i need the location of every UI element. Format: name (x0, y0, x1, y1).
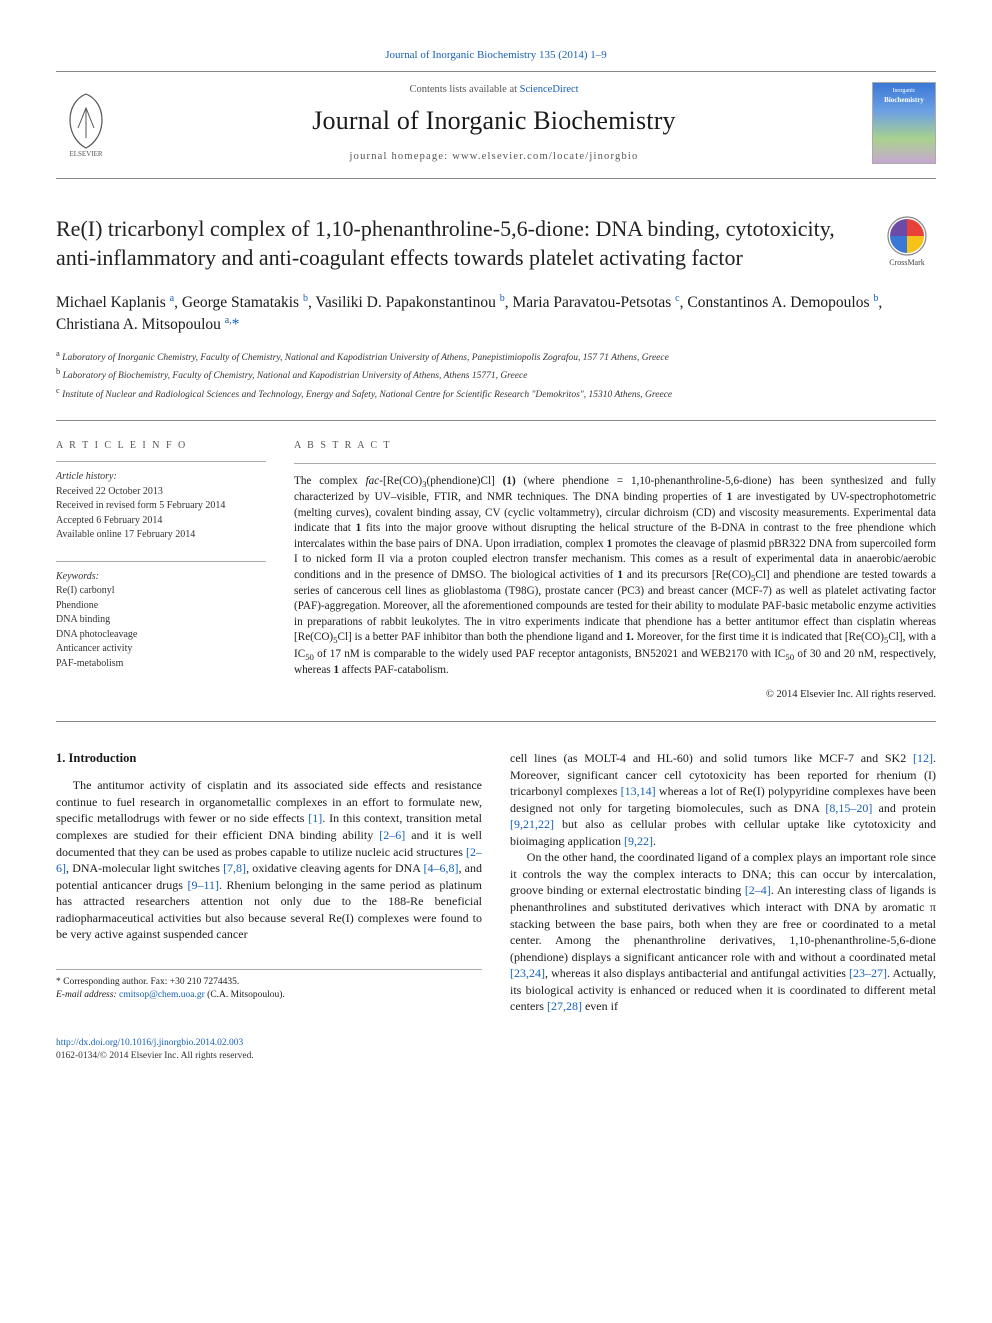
authors: Michael Kaplanis a, George Stamatakis b,… (56, 292, 936, 337)
corr-email-line: E-mail address: cmitsop@chem.uoa.gr (C.A… (56, 989, 482, 1002)
history-label: Article history: (56, 471, 117, 482)
kw-5: PAF-metabolism (56, 658, 123, 669)
homepage-url[interactable]: www.elsevier.com/locate/jinorgbio (452, 151, 638, 162)
journal-name: Journal of Inorganic Biochemistry (128, 103, 860, 139)
affil-b-text: Laboratory of Biochemistry, Faculty of C… (63, 372, 528, 382)
abstract-text: The complex fac-[Re(CO)3(phendione)Cl] (… (294, 474, 936, 678)
divider (56, 721, 936, 722)
keywords: Keywords: Re(I) carbonyl Phendione DNA b… (56, 570, 266, 672)
intro-columns: 1. Introduction The antitumor activity o… (56, 750, 936, 1015)
article-history: Article history: Received 22 October 201… (56, 470, 266, 543)
elsevier-logo: ELSEVIER (56, 88, 116, 158)
intro-p2: cell lines (as MOLT-4 and HL-60) and sol… (510, 750, 936, 849)
footnotes: * Corresponding author. Fax: +30 210 727… (56, 969, 482, 1002)
history-2: Accepted 6 February 2014 (56, 515, 162, 526)
title-block: Re(I) tricarbonyl complex of 1,10-phenan… (56, 215, 936, 271)
crossmark-icon (886, 215, 928, 257)
homepage-line: journal homepage: www.elsevier.com/locat… (128, 150, 860, 165)
contents-text: Contents lists available at (409, 84, 519, 95)
article-info-heading: A R T I C L E I N F O (56, 439, 266, 453)
divider (56, 420, 936, 421)
issue-citation-link[interactable]: Journal of Inorganic Biochemistry 135 (2… (56, 48, 936, 63)
intro-col-left: 1. Introduction The antitumor activity o… (56, 750, 482, 1015)
kw-0: Re(I) carbonyl (56, 585, 115, 596)
intro-p1: The antitumor activity of cisplatin and … (56, 777, 482, 942)
issn-copyright: 0162-0134/© 2014 Elsevier Inc. All right… (56, 1051, 254, 1061)
email-label: E-mail address: (56, 990, 119, 1000)
affil-c: c Institute of Nuclear and Radiological … (56, 384, 936, 402)
abstract-col: A B S T R A C T The complex fac-[Re(CO)3… (294, 439, 936, 703)
corr-email-link[interactable]: cmitsop@chem.uoa.gr (119, 990, 205, 1000)
history-1: Received in revised form 5 February 2014 (56, 500, 225, 511)
affil-b: b Laboratory of Biochemistry, Faculty of… (56, 365, 936, 383)
svg-text:ELSEVIER: ELSEVIER (69, 150, 102, 158)
email-tail: (C.A. Mitsopoulou). (205, 990, 285, 1000)
corr-author-note: * Corresponding author. Fax: +30 210 727… (56, 976, 482, 989)
abstract-heading: A B S T R A C T (294, 439, 936, 453)
abstract-copyright: © 2014 Elsevier Inc. All rights reserved… (294, 688, 936, 703)
intro-heading: 1. Introduction (56, 750, 482, 767)
history-0: Received 22 October 2013 (56, 486, 163, 497)
keywords-label: Keywords: (56, 571, 99, 582)
affil-a-text: Laboratory of Inorganic Chemistry, Facul… (62, 353, 669, 363)
masthead: ELSEVIER Contents lists available at Sci… (56, 71, 936, 179)
masthead-center: Contents lists available at ScienceDirec… (128, 83, 860, 165)
affil-a: a Laboratory of Inorganic Chemistry, Fac… (56, 347, 936, 365)
intro-p3: On the other hand, the coordinated ligan… (510, 849, 936, 1014)
crossmark-badge[interactable]: CrossMark (878, 215, 936, 268)
divider (56, 561, 266, 562)
journal-cover-thumb: Inorganic Biochemistry (872, 82, 936, 164)
kw-1: Phendione (56, 600, 98, 611)
kw-3: DNA photocleavage (56, 629, 137, 640)
cover-line2: Biochemistry (884, 96, 924, 106)
divider (294, 463, 936, 464)
divider (56, 461, 266, 462)
sciencedirect-link[interactable]: ScienceDirect (520, 84, 579, 95)
intro-col-right: cell lines (as MOLT-4 and HL-60) and sol… (510, 750, 936, 1015)
doi-link[interactable]: http://dx.doi.org/10.1016/j.jinorgbio.20… (56, 1038, 243, 1048)
article-info-col: A R T I C L E I N F O Article history: R… (56, 439, 266, 703)
article-title: Re(I) tricarbonyl complex of 1,10-phenan… (56, 215, 864, 271)
history-3: Available online 17 February 2014 (56, 529, 195, 540)
crossmark-label: CrossMark (889, 257, 925, 268)
kw-2: DNA binding (56, 614, 110, 625)
affil-c-text: Institute of Nuclear and Radiological Sc… (62, 390, 672, 400)
kw-4: Anticancer activity (56, 643, 132, 654)
meta-columns: A R T I C L E I N F O Article history: R… (56, 439, 936, 703)
cover-line1: Inorganic (893, 87, 916, 95)
doi-block: http://dx.doi.org/10.1016/j.jinorgbio.20… (56, 1037, 936, 1064)
contents-line: Contents lists available at ScienceDirec… (128, 83, 860, 98)
affiliations: a Laboratory of Inorganic Chemistry, Fac… (56, 347, 936, 402)
homepage-label: journal homepage: (350, 151, 453, 162)
page: Journal of Inorganic Biochemistry 135 (2… (0, 0, 992, 1103)
